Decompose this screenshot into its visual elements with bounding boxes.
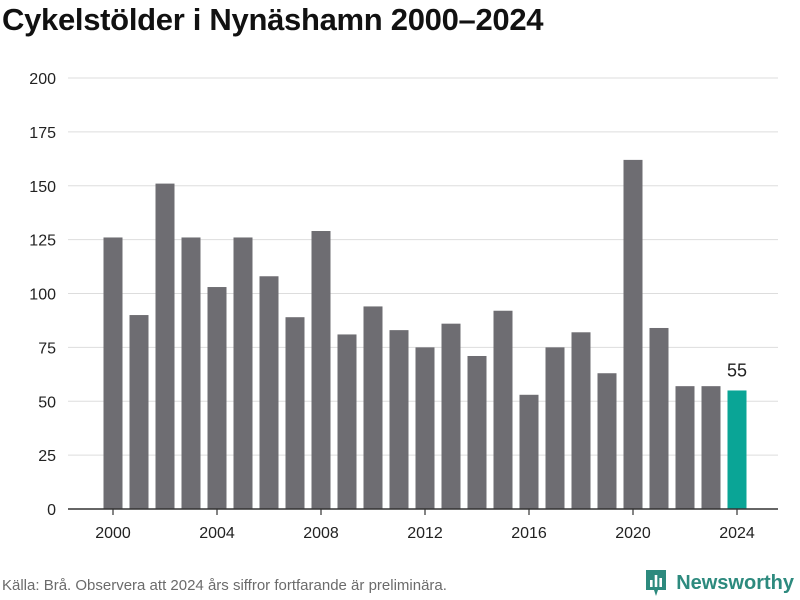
bar-2021 [649,327,669,509]
bar-2002 [155,183,175,509]
bar-2005 [233,237,253,509]
bar-2012 [415,347,435,509]
bar-2018 [571,332,591,509]
bar-2014 [467,355,487,509]
y-axis-labels: 0 25 50 75 100 125 150 175 200 [29,71,56,519]
bar-2024 [727,390,747,509]
bar-2009 [337,334,357,509]
bar-2008 [311,231,331,509]
x-tick-label: 2012 [407,525,443,542]
bar-2020 [623,159,643,509]
bar-2023 [701,386,721,509]
x-tick-label: 2008 [303,525,339,542]
bar-2006 [259,276,279,509]
y-tick-label: 200 [29,71,56,88]
bar-2007 [285,317,305,509]
source-note: Källa: Brå. Observera att 2024 års siffr… [2,577,447,594]
x-axis [68,508,778,515]
y-tick-label: 175 [29,125,56,142]
x-tick-label: 2016 [511,525,547,542]
x-axis-labels: 2000 2004 2008 2012 2016 2020 2024 [95,525,755,542]
y-tick-label: 150 [29,179,56,196]
bar-2013 [441,323,461,509]
bar-2010 [363,306,383,509]
y-tick-label: 100 [29,287,56,304]
bar-2011 [389,330,409,509]
y-tick-label: 50 [38,394,56,411]
bars [103,159,747,509]
bar-2000 [103,237,123,509]
x-tick-label: 2024 [719,525,755,542]
bar-2022 [675,386,695,509]
y-tick-label: 75 [38,340,56,357]
bar-2015 [493,310,513,509]
bar-2004 [207,287,227,509]
x-tick-label: 2004 [199,525,235,542]
bar-2003 [181,237,201,509]
brand-logo[interactable]: Newsworthy [644,568,794,598]
x-tick-label: 2000 [95,525,131,542]
bar-2016 [519,394,539,509]
bar-2019 [597,373,617,509]
data-label-2024: 55 [727,360,747,380]
data-labels: 55 [727,360,747,380]
bar-2001 [129,315,149,509]
y-tick-label: 125 [29,233,56,250]
y-tick-label: 25 [38,448,56,465]
x-tick-label: 2020 [615,525,651,542]
chart-title: Cykelstölder i Nynäshamn 2000–2024 [2,2,544,37]
bar-2017 [545,347,565,509]
bar-chart-logo-icon [646,570,667,596]
y-tick-label: 0 [47,502,56,519]
brand-name: Newsworthy [676,571,794,594]
